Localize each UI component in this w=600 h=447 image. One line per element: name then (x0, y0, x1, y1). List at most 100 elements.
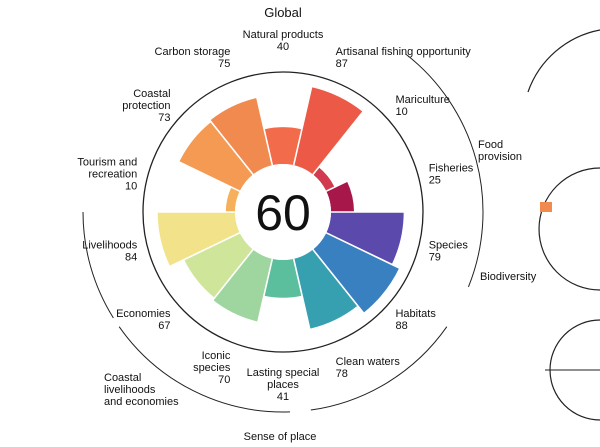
neighbor-petal (540, 202, 552, 212)
goal-label: Artisanal fishing opportunity 87 (336, 46, 472, 70)
petal-bar (326, 181, 354, 212)
goal-label: Carbon storage 75 (155, 46, 231, 70)
petal-divider (312, 102, 371, 175)
goal-value: 40 (277, 41, 289, 53)
petal-bar (293, 87, 363, 175)
neighbor-ring-top (527, 29, 600, 93)
group-name: livelihoods (104, 384, 156, 396)
group-brackets: Food provision Biodiversity Sense of place C… (82, 54, 537, 443)
goal-value: 41 (277, 391, 289, 403)
petal-bar (326, 212, 404, 265)
goal-value: 67 (158, 320, 170, 332)
group-name: Coastal (104, 372, 141, 384)
chart-center: 60 (235, 164, 331, 260)
group-bracket (310, 326, 448, 411)
goal-name: places (267, 379, 299, 391)
goal-value: 70 (218, 374, 230, 386)
goal-name: Carbon storage (155, 46, 231, 58)
group-bracket (118, 326, 290, 413)
goal-value: 87 (336, 58, 348, 70)
petal-divider (156, 150, 241, 192)
group-label: Coastal livelihoods and economies (104, 372, 179, 408)
outer-ring (142, 71, 424, 353)
group-bracket (82, 211, 114, 319)
overall-score: 60 (255, 185, 311, 241)
petal-divider (251, 75, 274, 166)
goal-name: Iconic (202, 350, 231, 362)
goal-value: 10 (395, 106, 407, 118)
petal-divider (156, 232, 241, 274)
goal-value: 10 (125, 181, 137, 193)
group-label: Sense of place (244, 431, 317, 443)
goal-label: Economies 67 (116, 308, 171, 332)
chart-petals (157, 87, 404, 329)
goal-label: Mariculture 10 (395, 94, 449, 118)
petal-bar (225, 187, 240, 212)
goal-value: 25 (429, 175, 441, 187)
petal-bar (312, 167, 335, 192)
petal-bar (210, 97, 273, 175)
neighbor-chart-fragments (527, 29, 600, 421)
goal-label: Species 79 (429, 239, 469, 263)
petal-divider (312, 249, 371, 322)
group-name: and economies (104, 396, 179, 408)
group-name: Food (478, 139, 503, 151)
goal-value: 75 (218, 58, 230, 70)
goal-label: Fisheries 25 (429, 163, 474, 187)
goal-name: Coastal (133, 88, 170, 100)
petal-bar (179, 121, 254, 192)
goal-name: Livelihoods (82, 239, 138, 251)
petal-bar (312, 232, 400, 313)
goal-label: Tourism and recreation 10 (77, 157, 137, 193)
goal-name: species (193, 362, 231, 374)
petal-divider (292, 258, 315, 349)
center-disc (235, 164, 331, 260)
goal-name: Mariculture (395, 94, 449, 106)
chart-title: Global (264, 5, 302, 20)
petal-bar (293, 249, 358, 329)
goal-label: Livelihoods 84 (82, 239, 138, 263)
goal-name: Species (429, 239, 469, 251)
petal-divider (325, 150, 410, 192)
group-name: Biodiversity (480, 271, 537, 283)
goal-value: 78 (336, 368, 348, 380)
petal-divider (251, 258, 274, 349)
group-name: provision (478, 151, 522, 163)
goal-name: Clean waters (336, 356, 401, 368)
goal-label: Coastal protection 73 (122, 88, 170, 124)
group-name: Sense of place (244, 431, 317, 443)
goal-labels: Natural products 40 Artisanal fishing oppo… (77, 29, 473, 403)
petal-bar (212, 249, 273, 322)
petal-divider (292, 75, 315, 166)
chart-outline (142, 71, 424, 353)
petal-divider (325, 232, 410, 274)
neighbor-ring-middle (538, 167, 600, 291)
goal-name: Artisanal fishing opportunity (336, 46, 472, 58)
petal-divider (195, 249, 254, 322)
petal-divider (195, 102, 254, 175)
goal-label: Iconic species 70 (193, 350, 231, 386)
goal-name: Economies (116, 308, 171, 320)
group-label: Biodiversity (480, 271, 537, 283)
goal-name: Natural products (243, 29, 324, 41)
goal-label: Habitats 88 (395, 308, 436, 332)
petal-bar (263, 258, 303, 298)
group-bracket (405, 54, 484, 288)
goal-value: 79 (429, 251, 441, 263)
goal-value: 84 (125, 251, 137, 263)
goal-name: Fisheries (429, 163, 474, 175)
petal-bar (184, 232, 254, 298)
goal-value: 88 (395, 320, 407, 332)
goal-label: Natural products 40 (243, 29, 324, 53)
goal-name: Lasting special (247, 367, 320, 379)
goal-name: recreation (88, 169, 137, 181)
goal-name: Tourism and (77, 157, 137, 169)
goal-label: Clean waters 78 (336, 356, 401, 380)
goal-value: 73 (158, 112, 170, 124)
goal-label: Lasting special places 41 (247, 367, 320, 403)
goal-name: Habitats (395, 308, 436, 320)
petal-bar (157, 212, 240, 267)
petal-bar (264, 127, 302, 166)
group-label: Food provision (478, 139, 522, 163)
